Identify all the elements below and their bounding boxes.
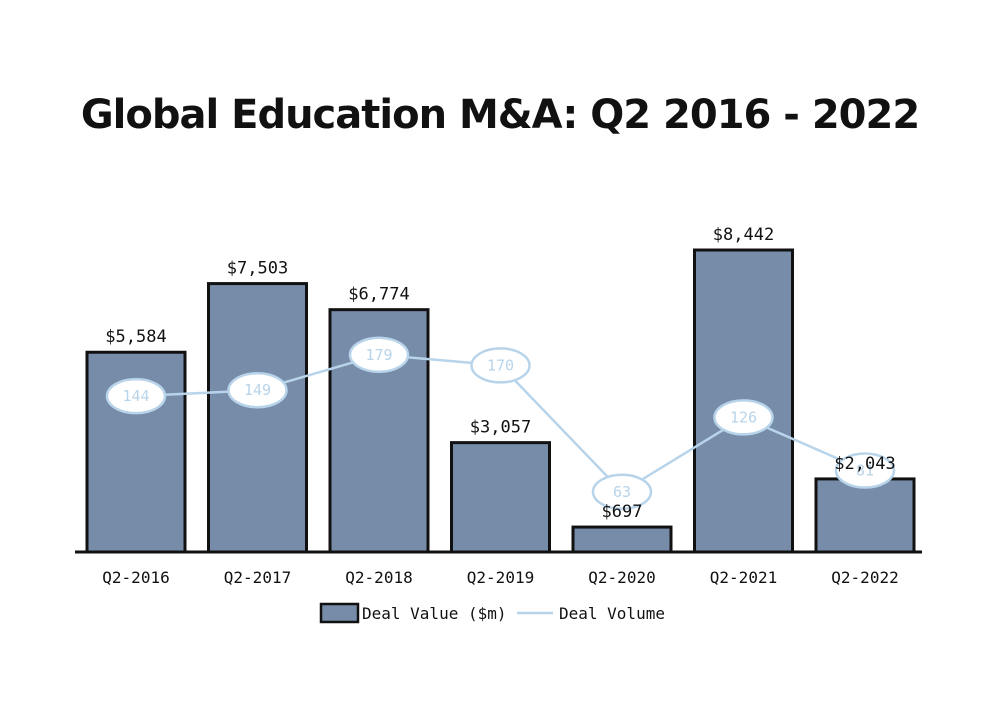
deal-volume-label: 63 xyxy=(613,483,631,501)
x-tick-label: Q2-2016 xyxy=(102,568,169,587)
x-tick-label: Q2-2018 xyxy=(345,568,412,587)
bar-q2-2019 xyxy=(450,441,551,554)
x-tick-label: Q2-2020 xyxy=(588,568,655,587)
x-tick-label: Q2-2022 xyxy=(831,568,898,587)
deal-volume-label: 81 xyxy=(856,462,874,480)
bar-value-label: $697 xyxy=(602,502,643,522)
bar-value-label: $8,442 xyxy=(713,225,774,245)
deal-volume-point xyxy=(348,336,410,374)
legend-swatch-deal-value xyxy=(319,602,360,624)
legend: Deal Value ($m) Deal Volume xyxy=(319,602,665,624)
bar-value-label: $3,057 xyxy=(470,418,531,438)
x-tick-label: Q2-2017 xyxy=(224,568,291,587)
deal-volume-point xyxy=(713,399,774,436)
x-axis-ticks: Q2-2016 Q2-2017 Q2-2018 Q2-2019 Q2-2020 Q2-20… xyxy=(102,568,898,587)
deal-volume-label: 126 xyxy=(730,408,757,426)
bars-layer xyxy=(85,248,916,554)
bar-value-label: $7,503 xyxy=(227,259,288,279)
deal-volume-point xyxy=(834,452,896,489)
bar-value-label: $5,584 xyxy=(105,327,166,347)
bar-q2-2017 xyxy=(207,282,308,554)
legend-label-deal-value: Deal Value ($m) xyxy=(362,604,507,623)
x-tick-label: Q2-2021 xyxy=(710,568,777,587)
chart-title: Global Education M&A: Q2 2016 - 2022 xyxy=(80,92,920,138)
volume-line-layer: 144 149 179 170 63 126 81 xyxy=(105,336,896,511)
bar-q2-2022 xyxy=(814,477,916,554)
legend-label-deal-volume: Deal Volume xyxy=(559,604,665,623)
deal-volume-label: 149 xyxy=(244,381,271,399)
deal-volume-point xyxy=(227,371,288,409)
deal-volume-point xyxy=(470,347,531,384)
x-tick-label: Q2-2019 xyxy=(467,568,534,587)
deal-volume-label: 170 xyxy=(487,356,514,374)
deal-volume-label: 144 xyxy=(122,387,149,405)
bar-value-label: $2,043 xyxy=(834,454,895,474)
bar-value-label: $6,774 xyxy=(348,285,409,305)
deal-volume-label: 179 xyxy=(365,346,392,364)
deal-volume-point xyxy=(105,377,167,415)
labels-layer: $5,584 $7,503 $6,774 $3,057 $697 $8,442 $2,043 xyxy=(105,225,895,522)
deal-volume-point xyxy=(591,473,653,511)
bar-q2-2020 xyxy=(571,525,673,554)
